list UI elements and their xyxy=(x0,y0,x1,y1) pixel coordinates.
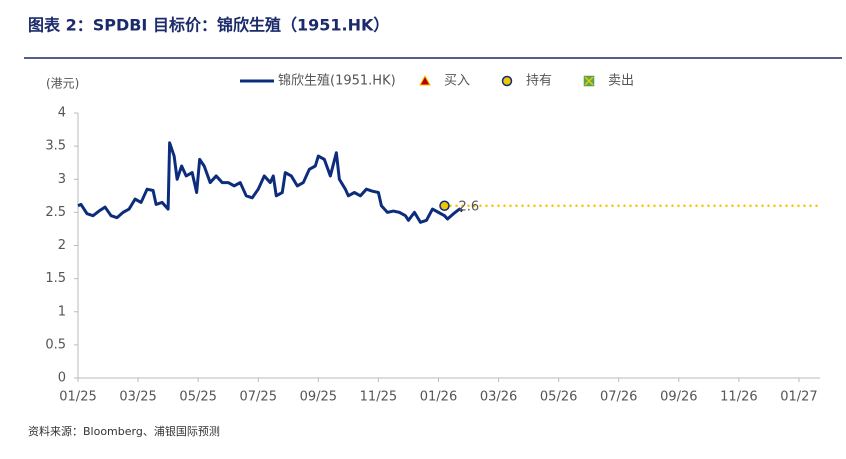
sell-marker-cross xyxy=(584,76,594,86)
x-tick-label: 01/26 xyxy=(420,390,457,405)
x-tick-label: 01/25 xyxy=(59,390,96,405)
chart-title: 图表 2：SPDBI 目标价：锦欣生殖（1951.HK） xyxy=(28,16,389,35)
x-tick-label: 03/25 xyxy=(119,390,156,405)
source: 资料来源：Bloomberg、浦银国际预测 xyxy=(28,424,220,438)
x-tick-label: 07/26 xyxy=(600,390,637,405)
x-tick-label: 09/26 xyxy=(660,390,697,405)
legend-label: 买入 xyxy=(444,74,470,89)
legend-label: 持有 xyxy=(526,74,552,89)
y-tick-label: 1.5 xyxy=(45,271,66,286)
y-tick-label: 2.5 xyxy=(45,205,66,220)
x-tick-label: 09/25 xyxy=(300,390,337,405)
x-tick-label: 05/26 xyxy=(540,390,577,405)
y-tick-label: 1 xyxy=(58,304,66,319)
legend-label: 卖出 xyxy=(608,74,634,89)
x-tick-label: 01/27 xyxy=(780,390,817,405)
y-axis-label: (港元) xyxy=(46,77,79,91)
legend-label: 锦欣生殖(1951.HK) xyxy=(278,73,396,89)
hold-marker xyxy=(439,200,450,211)
x-tick-label: 05/25 xyxy=(179,390,216,405)
y-tick-label: 0 xyxy=(58,371,66,386)
y-tick-label: 4 xyxy=(58,106,66,121)
y-tick-label: 2 xyxy=(58,238,66,253)
price-line xyxy=(77,141,464,224)
x-tick-label: 07/25 xyxy=(240,390,277,405)
y-tick-label: 3 xyxy=(58,172,66,187)
data-label: 2.6 xyxy=(458,199,479,214)
hold-marker xyxy=(501,75,513,87)
x-tick-label: 11/25 xyxy=(360,390,397,405)
x-tick-label: 11/26 xyxy=(720,390,757,405)
x-tick-label: 03/26 xyxy=(480,390,517,405)
y-tick-label: 3.5 xyxy=(45,139,66,154)
y-tick-label: 0.5 xyxy=(45,337,66,352)
buy-marker xyxy=(419,74,431,86)
